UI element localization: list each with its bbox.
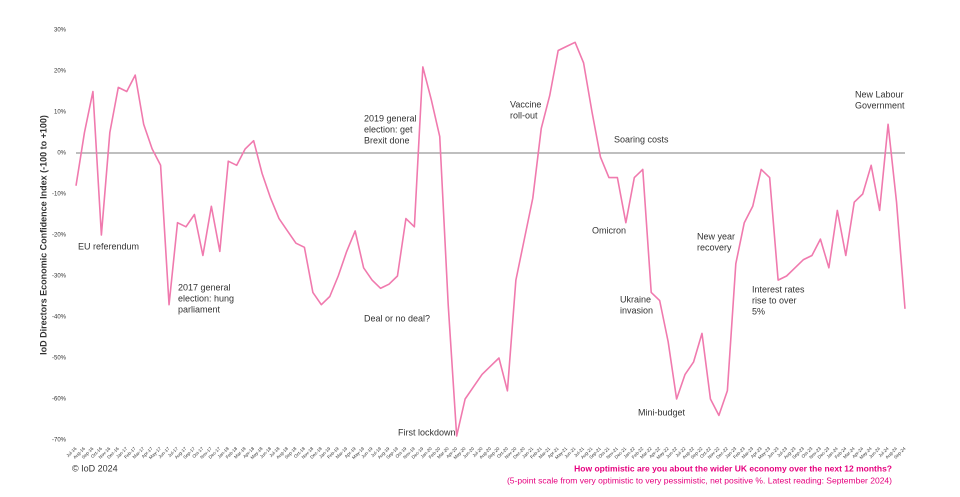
y-tick-label: -40% xyxy=(52,315,67,321)
y-tick-label: -70% xyxy=(52,438,67,444)
annotation: EU referendum xyxy=(78,241,139,251)
y-tick-label: -30% xyxy=(52,274,67,280)
annotation: Deal or no deal? xyxy=(364,313,430,323)
annotation: roll-out xyxy=(510,110,538,120)
y-tick-label: 20% xyxy=(54,69,67,75)
source: © IoD 2024 xyxy=(72,463,118,473)
annotation: parliament xyxy=(178,304,221,314)
annotation: 2019 general xyxy=(364,113,417,123)
annotation: 5% xyxy=(752,306,765,316)
data-line xyxy=(75,41,906,437)
note: (5-point scale from very optimistic to v… xyxy=(507,475,892,485)
y-tick-label: -60% xyxy=(52,397,67,403)
question: How optimistic are you about the wider U… xyxy=(574,463,892,473)
annotation: Brexit done xyxy=(364,135,410,145)
annotation: election: hung xyxy=(178,293,234,303)
y-tick-label: 10% xyxy=(54,110,67,116)
annotation: rise to over xyxy=(752,295,797,305)
annotation: invasion xyxy=(620,305,653,315)
annotation: Soaring costs xyxy=(614,134,669,144)
y-tick-label: -50% xyxy=(52,356,67,362)
y-tick-label: 0% xyxy=(57,151,66,157)
annotation: Interest rates xyxy=(752,284,805,294)
y-axis-label: IoD Directors Economic Confidence Index … xyxy=(38,115,48,355)
annotation: Government xyxy=(855,100,905,110)
annotation: recovery xyxy=(697,242,732,252)
annotation: Ukraine xyxy=(620,294,651,304)
annotation: Omicron xyxy=(592,225,626,235)
y-tick-label: 30% xyxy=(54,28,67,34)
annotation: 2017 general xyxy=(178,282,231,292)
annotation: New Labour xyxy=(855,89,904,99)
annotation: First lockdown xyxy=(398,427,456,437)
y-tick-label: -20% xyxy=(52,233,67,239)
annotation: Mini-budget xyxy=(638,407,686,417)
annotation: New year xyxy=(697,231,735,241)
annotation: Vaccine xyxy=(510,99,541,109)
annotation: election: get xyxy=(364,124,413,134)
y-tick-label: -10% xyxy=(52,192,67,198)
